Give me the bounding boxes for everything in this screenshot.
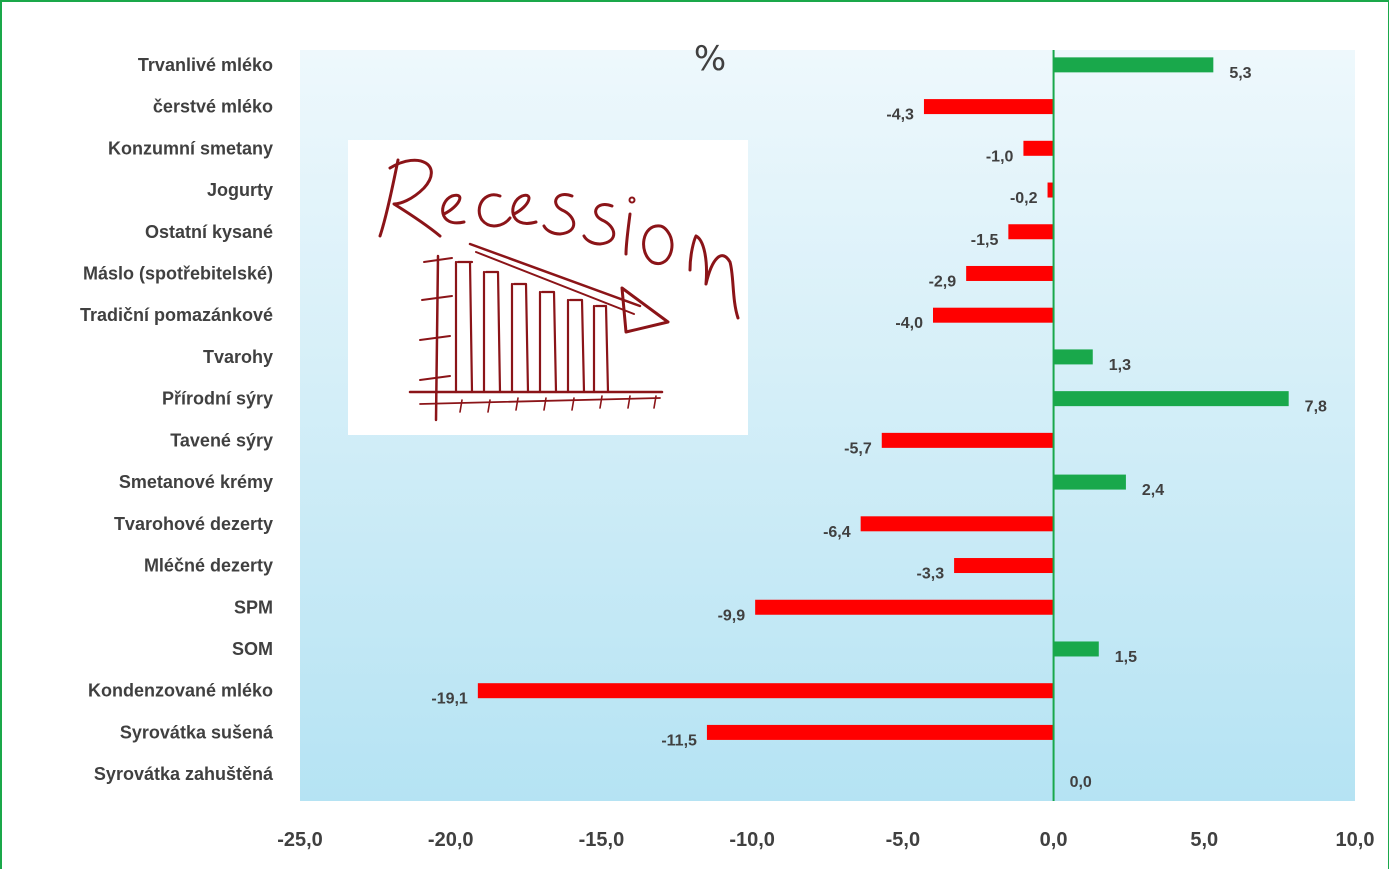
category-labels: Trvanlivé mléko čerstvé mléko Konzumní sme… [80,55,274,784]
bar-value-label: 1,5 [1115,649,1137,666]
bar [923,99,1054,115]
category-label: Mléčné dezerty [144,556,273,576]
bar-value-label: 5,3 [1229,65,1251,82]
x-tick-label: -20,0 [428,829,474,851]
bar [860,516,1054,532]
bar-value-label: -3,3 [917,566,945,583]
bar-value-label: -1,0 [986,148,1014,165]
bar-value-label: -4,3 [886,107,914,124]
bar-value-label: -0,2 [1010,190,1038,207]
bar [755,599,1054,615]
category-label: Máslo (spotřebitelské) [83,263,273,283]
x-tick-label: -5,0 [886,829,920,851]
category-label: Tvarohy [203,347,273,367]
bar [1008,224,1054,240]
x-tick-label: -25,0 [277,829,323,851]
category-label: SOM [232,639,273,659]
bar [954,558,1054,574]
category-label: Tvarohové dezerty [114,514,273,534]
category-label: Syrovátka sušená [120,722,274,742]
category-label: Přírodní sýry [162,389,273,409]
bar-value-label: -19,1 [431,691,468,708]
bar-value-label: -9,9 [718,607,746,624]
bar-value-label: -4,0 [895,315,923,332]
category-label: Tavené sýry [170,430,273,450]
bar [1053,391,1289,407]
category-label: Ostatní kysané [145,222,273,242]
bar [966,265,1054,281]
x-tick-label: 10,0 [1336,829,1375,851]
bar [1047,182,1054,198]
unit-label: % [694,39,726,79]
bar [1053,349,1093,365]
bar [706,724,1054,740]
category-label: Kondenzované mléko [88,681,273,701]
category-label: Konzumní smetany [108,138,273,158]
category-label: Syrovátka zahuštěná [94,764,274,784]
bar [477,683,1054,699]
bar-value-label: 1,3 [1109,357,1131,374]
bar [1053,57,1214,73]
recession-sketch-icon [348,140,748,435]
bar-value-label: -2,9 [929,273,957,290]
bar-value-label: -1,5 [971,232,999,249]
bar [1053,474,1126,490]
category-label: Trvanlivé mléko [138,55,273,75]
bar-series [477,57,1289,740]
x-tick-label: 5,0 [1190,829,1218,851]
bar-value-label: -5,7 [844,440,872,457]
bar [881,432,1054,448]
bar-value-label: 7,8 [1305,399,1327,416]
x-tick-label: -10,0 [729,829,775,851]
category-label: SPM [234,597,273,617]
bar-value-label: -11,5 [661,732,697,749]
x-axis-tick-labels: -25,0 -20,0 -15,0 -10,0 -5,0 0,0 5,0 10,0 [277,829,1374,851]
value-labels: 5,3 -4,3 -1,0 -0,2 -1,5 -2,9 -4,0 1,3 7,8 -5,7 2,4… [431,65,1327,791]
category-label: Smetanové krémy [119,472,273,492]
category-label: Tradiční pomazánkové [80,305,273,325]
x-tick-label: 0,0 [1040,829,1068,851]
category-label: Jogurty [207,180,273,200]
bar-value-label: 0,0 [1070,774,1092,791]
x-tick-label: -15,0 [579,829,625,851]
bar [1023,140,1054,156]
bar-value-label: 2,4 [1142,482,1164,499]
bar [933,307,1054,323]
bar [1053,641,1099,657]
category-label: čerstvé mléko [153,97,273,117]
bar-value-label: -6,4 [823,524,851,541]
